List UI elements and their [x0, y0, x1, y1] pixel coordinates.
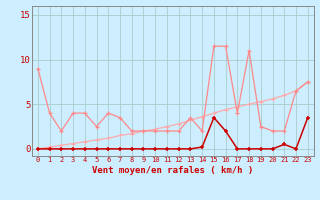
X-axis label: Vent moyen/en rafales ( km/h ): Vent moyen/en rafales ( km/h )	[92, 166, 253, 175]
